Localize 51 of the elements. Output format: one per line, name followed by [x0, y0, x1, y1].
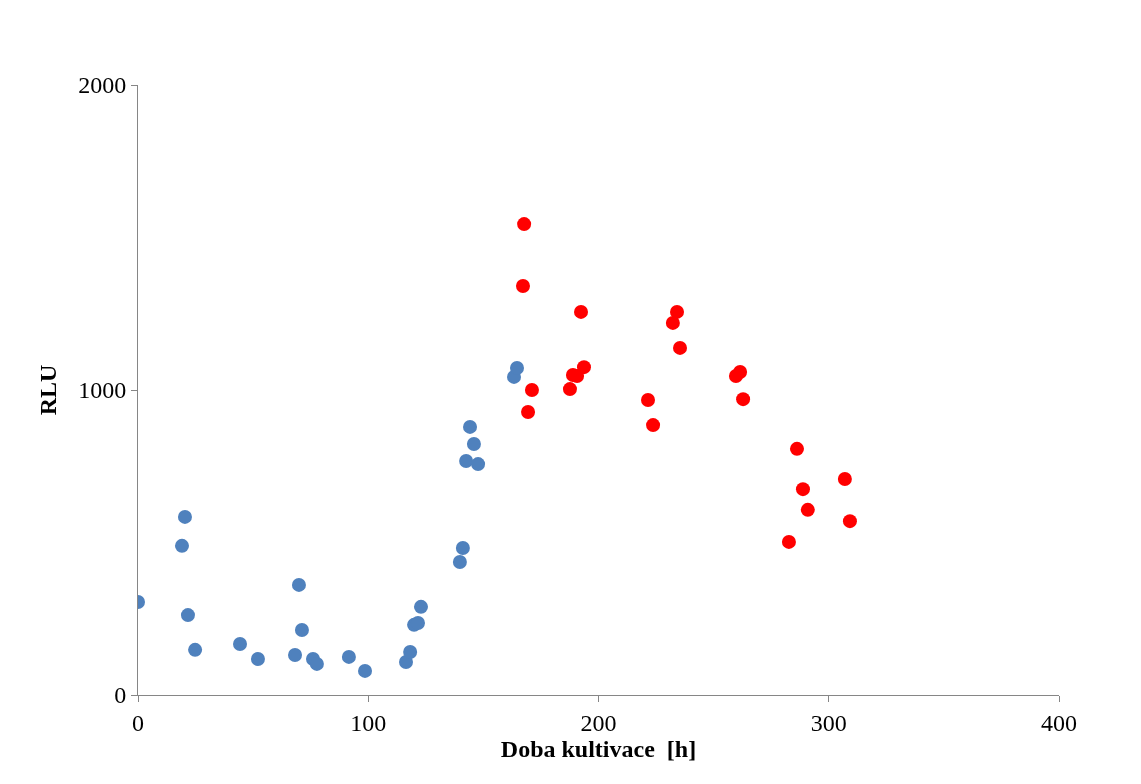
point: [294, 623, 309, 638]
x-tick-label: 0: [132, 709, 144, 736]
point: [466, 436, 481, 451]
y-axis-title: RLU: [35, 364, 62, 416]
point: [665, 315, 680, 330]
point: [842, 514, 857, 529]
y-tick-label: 1000: [78, 377, 127, 404]
point: [795, 482, 810, 497]
point: [670, 304, 685, 319]
x-tick-label: 100: [350, 709, 387, 736]
point: [455, 540, 470, 555]
point: [341, 649, 356, 664]
point: [288, 648, 303, 663]
point: [562, 382, 577, 397]
point: [233, 637, 247, 652]
point: [515, 279, 530, 293]
point: [517, 217, 532, 232]
x-tick-label: 300: [810, 709, 847, 736]
point: [800, 502, 815, 517]
point: [459, 454, 474, 469]
point: [291, 577, 306, 592]
point: [781, 534, 796, 549]
point: [673, 340, 688, 355]
point: [452, 555, 467, 570]
point: [413, 599, 428, 614]
point: [403, 645, 418, 659]
point: [577, 360, 591, 375]
point: [188, 642, 203, 657]
y-tick-label: 2000: [78, 72, 127, 99]
x-axis-title: Doba kultivace [h]: [500, 735, 697, 762]
point: [733, 365, 748, 379]
point: [837, 472, 852, 487]
point: [524, 383, 539, 397]
point: [471, 457, 486, 472]
point: [641, 393, 655, 408]
point: [789, 441, 804, 456]
point: [177, 509, 192, 524]
point: [510, 361, 524, 376]
point: [250, 652, 265, 666]
x-tick-label: 200: [580, 709, 617, 736]
point: [463, 419, 478, 434]
point: [574, 304, 588, 319]
point: [180, 608, 195, 623]
y-tick-label: 0: [114, 682, 127, 709]
point: [646, 418, 661, 433]
x-tick-label: 400: [1041, 709, 1077, 736]
point: [309, 656, 324, 671]
point: [358, 663, 373, 678]
point: [736, 392, 751, 407]
point: [174, 538, 189, 553]
point: [521, 404, 536, 419]
